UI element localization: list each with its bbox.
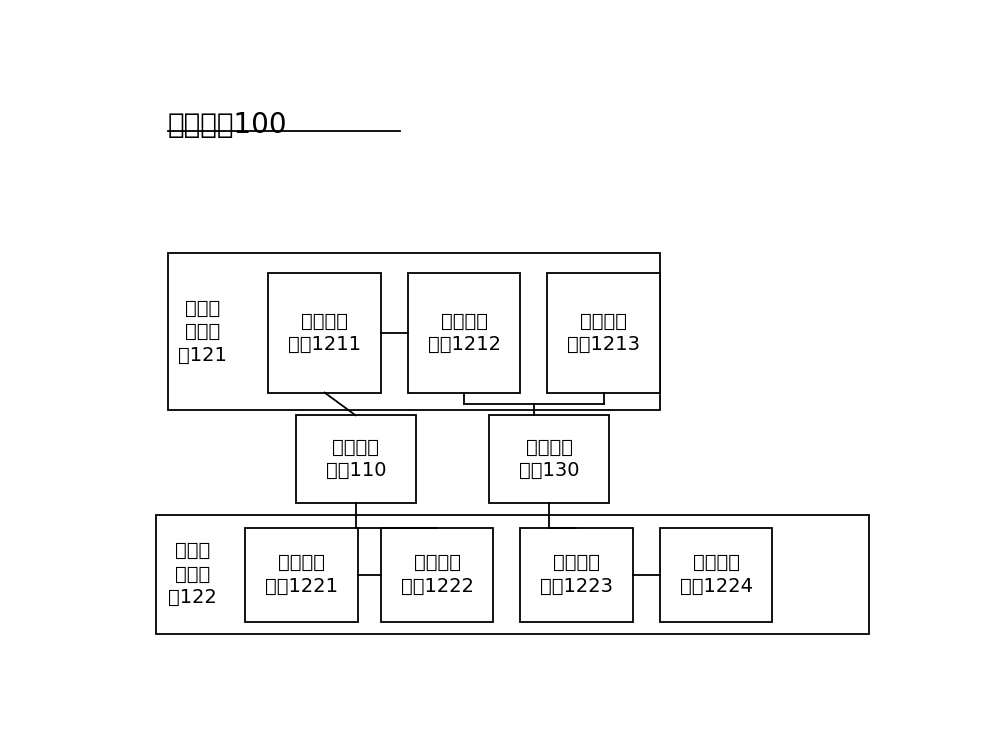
Text: 部件仿真
模型1213: 部件仿真 模型1213: [567, 311, 640, 354]
Text: 控制仿真
模型110: 控制仿真 模型110: [326, 438, 386, 480]
Bar: [408, 273, 520, 393]
Text: 部件仿真
模型1221: 部件仿真 模型1221: [265, 554, 338, 596]
Bar: [156, 515, 869, 634]
Text: 仿真系统100: 仿真系统100: [168, 111, 287, 139]
Bar: [168, 253, 660, 410]
Text: 部件仿真
模型1223: 部件仿真 模型1223: [540, 554, 613, 596]
Text: 部件仿真
模型1224: 部件仿真 模型1224: [680, 554, 753, 596]
Bar: [268, 273, 381, 393]
Bar: [489, 415, 609, 503]
Bar: [660, 528, 772, 621]
Text: 电堆仿真
模型130: 电堆仿真 模型130: [519, 438, 580, 480]
Bar: [520, 528, 633, 621]
Text: 子系统
仿真模
型122: 子系统 仿真模 型122: [168, 542, 217, 607]
Text: 部件仿真
模型1222: 部件仿真 模型1222: [401, 554, 474, 596]
Text: 子系统
仿真模
型121: 子系统 仿真模 型121: [178, 299, 227, 365]
Bar: [245, 528, 358, 621]
Bar: [381, 528, 493, 621]
Text: 部件仿真
模型1212: 部件仿真 模型1212: [428, 311, 501, 354]
Text: 部件仿真
模型1211: 部件仿真 模型1211: [288, 311, 361, 354]
Bar: [296, 415, 416, 503]
Bar: [547, 273, 660, 393]
